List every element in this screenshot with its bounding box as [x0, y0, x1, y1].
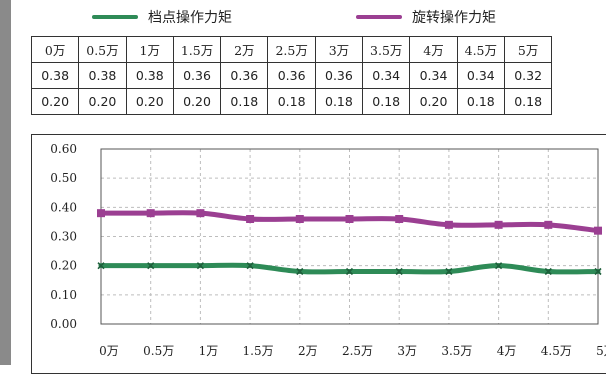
- table-cell: 0.20: [172, 88, 222, 115]
- x-tick-label: 3万: [397, 344, 417, 358]
- table-header-cell: 3.5万: [362, 36, 411, 63]
- data-point: [246, 215, 255, 223]
- y-tick-label: 0.40: [50, 200, 77, 214]
- table-header-cell: 4.5万: [456, 36, 505, 63]
- table-header-cell: 5万: [503, 36, 553, 63]
- table-header-cell: 2万: [220, 36, 269, 63]
- table-row: 0.20 0.20 0.20 0.20 0.18 0.18 0.18 0.18 0.20 0.18…: [30, 88, 553, 115]
- chart-legend: 档点操作力矩 旋转操作力矩: [0, 0, 606, 30]
- table-cell: 0.38: [78, 62, 127, 89]
- data-point: [246, 262, 254, 270]
- x-tick-label: 5万: [596, 344, 606, 358]
- table-cell: 0.20: [30, 88, 80, 115]
- x-tick-label: 4万: [497, 344, 517, 358]
- legend-label-rotation: 旋转操作力矩: [412, 10, 496, 26]
- x-tick-label: 3.5万: [441, 344, 472, 358]
- table-cell: 0.20: [125, 88, 174, 115]
- data-point: [544, 220, 553, 229]
- legend-label-detent: 档点操作力矩: [148, 10, 232, 26]
- x-tick-label: 1万: [199, 344, 219, 358]
- left-border-bar: [0, 0, 11, 365]
- x-tick-label: 4.5万: [541, 344, 572, 358]
- data-point: [445, 267, 453, 276]
- legend-swatch-rotation: [356, 15, 402, 19]
- x-tick-label: 1.5万: [243, 344, 274, 358]
- data-table: 0万 0.5万 1万 1.5万 2万 2.5万 3万 3.5万 4万 4.5万 5万 0.38 0.38…: [30, 36, 553, 115]
- data-point: [345, 215, 354, 223]
- table-header-cell: 2.5万: [267, 36, 316, 63]
- table-cell: 0.18: [456, 88, 505, 115]
- table-header-cell: 4万: [409, 36, 458, 63]
- table-cell: 0.20: [409, 88, 458, 115]
- data-point: [196, 209, 205, 218]
- legend-item-rotation: 旋转操作力矩: [356, 8, 496, 26]
- x-tick-label: 0万: [99, 344, 119, 358]
- data-point: [594, 226, 602, 235]
- table-cell: 0.34: [362, 62, 411, 89]
- data-point: [395, 215, 404, 223]
- table-cell: 0.18: [314, 88, 364, 115]
- y-tick-label: 0.20: [50, 259, 77, 273]
- table-cell: 0.18: [220, 88, 269, 115]
- table-cell: 0.18: [362, 88, 411, 115]
- table-header-row: 0万 0.5万 1万 1.5万 2万 2.5万 3万 3.5万 4万 4.5万 5万: [30, 36, 553, 63]
- x-tick-label: 2.5万: [342, 344, 373, 358]
- y-tick-label: 0.00: [50, 317, 77, 331]
- data-point: [196, 262, 204, 270]
- table-cell: 0.32: [503, 62, 553, 89]
- data-point: [594, 267, 602, 276]
- y-tick-label: 0.30: [50, 230, 77, 244]
- table-cell: 0.18: [503, 88, 553, 115]
- data-point: [544, 267, 552, 276]
- data-point: [147, 262, 155, 270]
- line-chart: 0.00 0.10 0.20 0.30 0.40 0.50 0.60 0万 0.5万 1万 1.5万…: [50, 142, 606, 358]
- plot-area-border: [100, 148, 599, 325]
- table-cell: 0.36: [314, 62, 364, 89]
- data-point: [495, 262, 503, 270]
- x-tick-label: 0.5万: [143, 344, 174, 358]
- data-point: [295, 215, 304, 223]
- y-tick-label: 0.10: [50, 288, 77, 302]
- table-cell: 0.18: [267, 88, 316, 115]
- y-tick-label: 0.60: [50, 142, 77, 156]
- table-cell: 0.20: [78, 88, 127, 115]
- legend-swatch-detent: [92, 15, 138, 19]
- data-point: [296, 267, 304, 276]
- data-point: [97, 262, 105, 270]
- data-point: [345, 267, 354, 276]
- data-point: [146, 209, 155, 218]
- table-header-cell: 1万: [125, 36, 174, 63]
- data-point: [395, 267, 403, 276]
- table-cell: 0.36: [267, 62, 316, 89]
- table-cell: 0.34: [456, 62, 505, 89]
- legend-item-detent: 档点操作力矩: [92, 8, 232, 26]
- x-tick-label: 2万: [298, 344, 318, 358]
- data-point: [494, 220, 503, 229]
- y-tick-label: 0.50: [50, 171, 77, 185]
- data-point: [97, 209, 105, 218]
- data-point: [444, 220, 453, 229]
- table-cell: 0.36: [220, 62, 269, 89]
